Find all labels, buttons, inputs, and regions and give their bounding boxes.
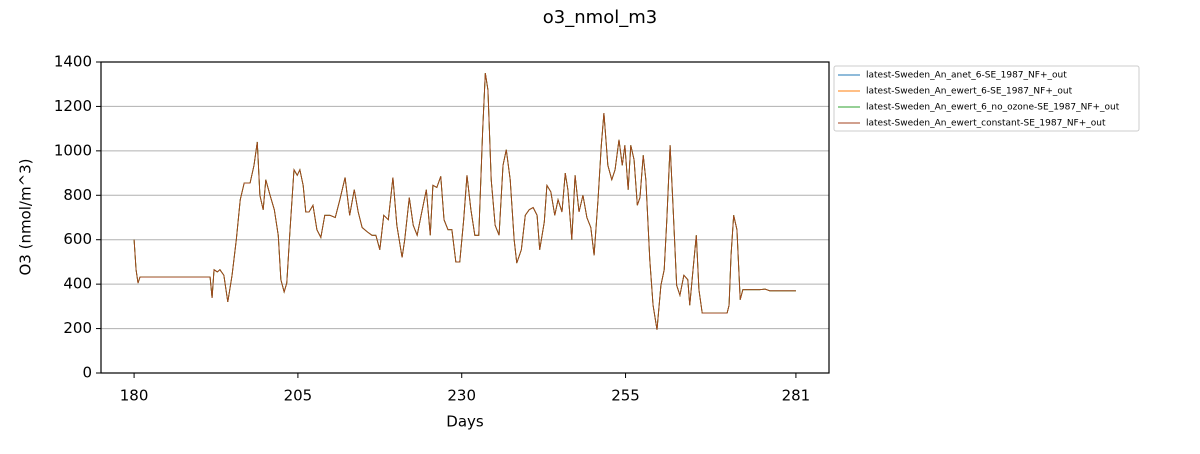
y-tick-label: 1400 — [54, 53, 92, 71]
legend-label: latest-Sweden_An_ewert_6_no_ozone-SE_198… — [866, 103, 1120, 113]
x-axis-label: Days — [446, 413, 484, 431]
plot-lines — [133, 73, 796, 330]
y-tick-label: 800 — [63, 186, 92, 204]
y-tick-label: 600 — [63, 230, 92, 248]
x-tick-label: 255 — [611, 387, 640, 405]
legend-label: latest-Sweden_An_anet_6-SE_1987_NF+_out — [866, 71, 1067, 81]
y-tick-label: 1000 — [54, 141, 92, 159]
y-tick-label: 1200 — [54, 97, 92, 115]
x-tick-label: 180 — [120, 387, 149, 405]
y-tick-label: 0 — [82, 364, 92, 382]
series-line — [133, 73, 796, 330]
legend-box — [833, 65, 1140, 132]
legend: latest-Sweden_An_anet_6-SE_1987_NF+_outl… — [838, 71, 1120, 129]
legend-label: latest-Sweden_An_ewert_6-SE_1987_NF+_out — [866, 87, 1073, 97]
x-tick-label: 205 — [284, 387, 313, 405]
y-tick-label: 200 — [63, 319, 92, 337]
ticks: 0 200 400 600 800 1000 1200 1400 180 205 230 255 281 — [54, 53, 810, 405]
x-tick-label: 230 — [447, 387, 476, 405]
x-tick-label: 281 — [782, 387, 811, 405]
legend-label: latest-Sweden_An_ewert_constant-SE_1987_… — [866, 119, 1106, 129]
plot-frame — [100, 61, 830, 374]
chart-title: o3_nmol_m3 — [543, 7, 657, 28]
y-tick-label: 400 — [63, 275, 92, 293]
y-axis-label: O3 (nmol/m^3) — [17, 158, 35, 275]
grid — [101, 61, 829, 374]
